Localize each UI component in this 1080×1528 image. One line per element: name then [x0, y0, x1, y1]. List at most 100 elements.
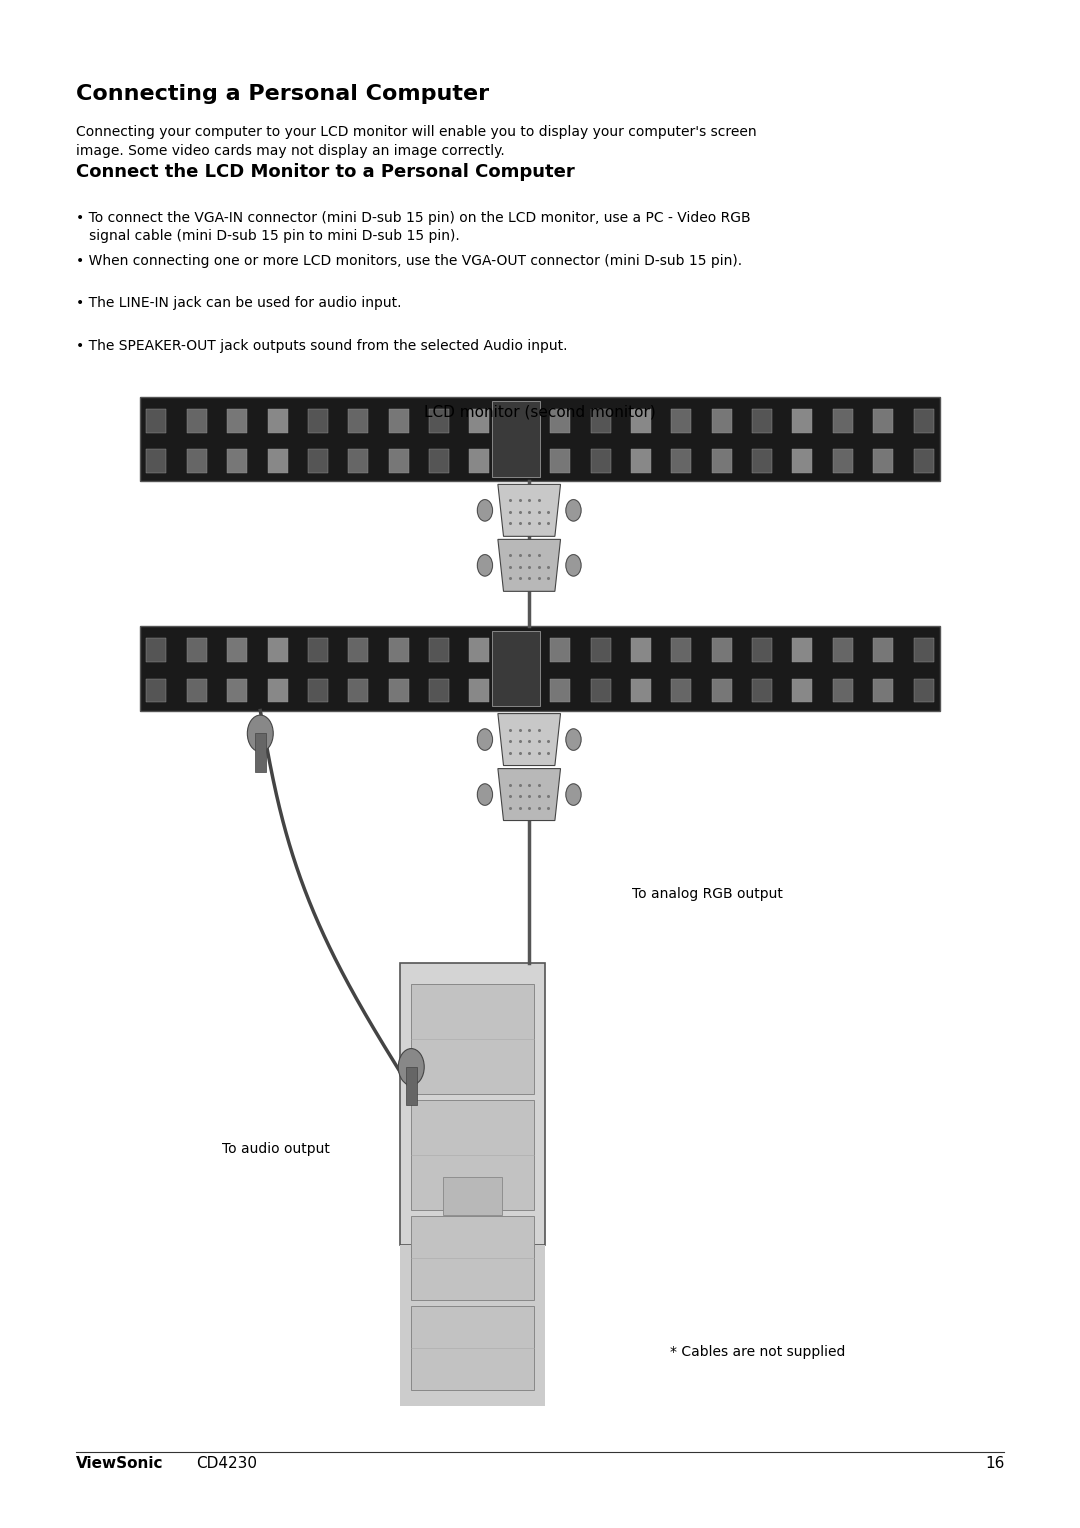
Bar: [411, 1216, 534, 1300]
Bar: [348, 410, 368, 432]
Bar: [752, 449, 772, 474]
Bar: [833, 449, 853, 474]
Bar: [348, 449, 368, 474]
Bar: [308, 449, 328, 474]
Bar: [914, 410, 933, 432]
Text: CD4230: CD4230: [197, 1456, 257, 1471]
Bar: [510, 639, 530, 662]
Circle shape: [477, 784, 492, 805]
Polygon shape: [498, 769, 561, 821]
Bar: [672, 410, 691, 432]
Bar: [389, 639, 408, 662]
Bar: [348, 639, 368, 662]
Bar: [348, 678, 368, 703]
Circle shape: [477, 500, 492, 521]
Bar: [268, 410, 287, 432]
Bar: [429, 639, 449, 662]
Bar: [411, 1306, 534, 1390]
Bar: [550, 639, 570, 662]
Circle shape: [566, 500, 581, 521]
Bar: [752, 678, 772, 703]
Bar: [227, 410, 247, 432]
Bar: [874, 678, 893, 703]
Circle shape: [477, 729, 492, 750]
Bar: [268, 639, 287, 662]
Text: Connecting your computer to your LCD monitor will enable you to display your com: Connecting your computer to your LCD mon…: [76, 125, 756, 157]
Bar: [510, 449, 530, 474]
Bar: [631, 678, 651, 703]
Bar: [874, 639, 893, 662]
Bar: [492, 402, 540, 477]
Circle shape: [477, 555, 492, 576]
Text: To audio output: To audio output: [221, 1141, 329, 1157]
Bar: [400, 963, 545, 1245]
Bar: [833, 410, 853, 432]
Bar: [227, 639, 247, 662]
Bar: [914, 678, 933, 703]
Bar: [631, 639, 651, 662]
Bar: [550, 449, 570, 474]
Text: Connect the LCD Monitor to a Personal Computer: Connect the LCD Monitor to a Personal Co…: [76, 163, 575, 182]
Circle shape: [566, 784, 581, 805]
Bar: [389, 410, 408, 432]
Circle shape: [566, 729, 581, 750]
Bar: [712, 449, 732, 474]
Bar: [712, 639, 732, 662]
Bar: [672, 639, 691, 662]
Bar: [793, 639, 812, 662]
Bar: [833, 639, 853, 662]
Bar: [308, 410, 328, 432]
Polygon shape: [498, 484, 561, 536]
Bar: [752, 639, 772, 662]
Bar: [429, 678, 449, 703]
Bar: [591, 449, 610, 474]
Circle shape: [247, 715, 273, 752]
Bar: [187, 639, 206, 662]
Bar: [914, 639, 933, 662]
Bar: [147, 678, 166, 703]
Bar: [147, 410, 166, 432]
Bar: [187, 678, 206, 703]
Text: • To connect the VGA-IN connector (mini D-sub 15 pin) on the LCD monitor, use a : • To connect the VGA-IN connector (mini …: [76, 211, 751, 243]
Bar: [874, 449, 893, 474]
Bar: [712, 678, 732, 703]
Bar: [227, 449, 247, 474]
Bar: [833, 678, 853, 703]
Polygon shape: [498, 539, 561, 591]
Text: ViewSonic: ViewSonic: [76, 1456, 163, 1471]
Bar: [308, 639, 328, 662]
Bar: [874, 410, 893, 432]
Bar: [255, 733, 266, 772]
Bar: [510, 410, 530, 432]
Bar: [443, 1177, 501, 1215]
Bar: [672, 678, 691, 703]
Bar: [914, 449, 933, 474]
Bar: [268, 449, 287, 474]
Bar: [400, 1245, 545, 1406]
Bar: [752, 410, 772, 432]
Bar: [470, 410, 489, 432]
Bar: [550, 678, 570, 703]
Bar: [147, 639, 166, 662]
Bar: [140, 626, 940, 711]
Bar: [411, 1100, 534, 1210]
Bar: [411, 984, 534, 1094]
Bar: [793, 678, 812, 703]
Bar: [470, 678, 489, 703]
Bar: [187, 449, 206, 474]
Bar: [591, 678, 610, 703]
Text: Connecting a Personal Computer: Connecting a Personal Computer: [76, 84, 489, 104]
Text: LCD monitor (second monitor): LCD monitor (second monitor): [424, 405, 656, 420]
Bar: [187, 410, 206, 432]
Bar: [470, 449, 489, 474]
Text: 16: 16: [985, 1456, 1004, 1471]
Circle shape: [399, 1048, 424, 1085]
Text: • The LINE-IN jack can be used for audio input.: • The LINE-IN jack can be used for audio…: [76, 296, 401, 310]
Bar: [429, 449, 449, 474]
Bar: [793, 449, 812, 474]
Text: * Cables are not supplied: * Cables are not supplied: [670, 1345, 845, 1360]
Bar: [492, 631, 540, 706]
Bar: [147, 449, 166, 474]
Polygon shape: [498, 714, 561, 766]
Bar: [389, 678, 408, 703]
